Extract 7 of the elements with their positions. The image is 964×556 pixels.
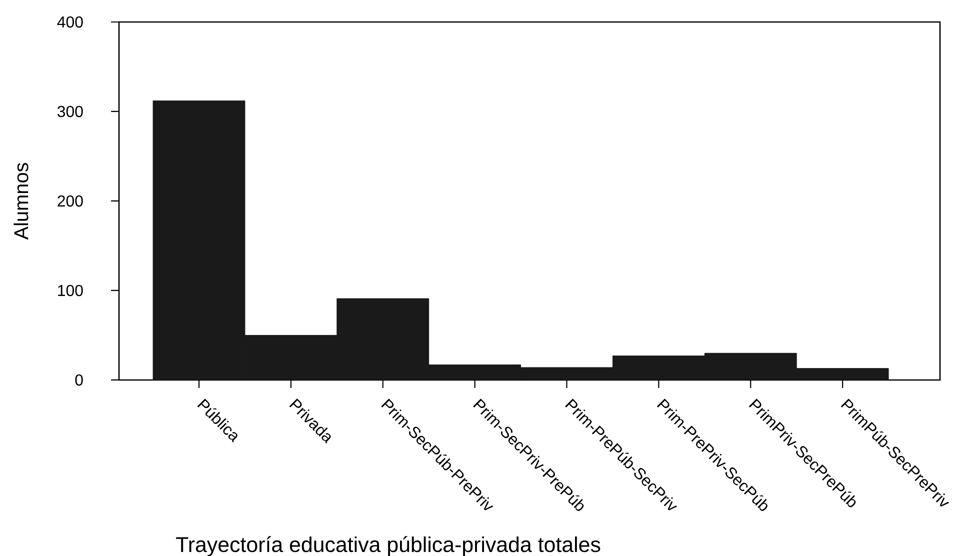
y-tick-label: 200 — [58, 195, 83, 207]
y-tick-label: 400 — [57, 16, 83, 28]
y-tick-label: 100 — [58, 284, 83, 296]
y-tick-label: 300 — [58, 106, 83, 118]
y-axis-title: Alumnos — [14, 162, 28, 240]
x-axis-title: Trayectoría educativa pública-privada totales — [176, 536, 600, 556]
y-tick-label: 0 — [75, 374, 83, 386]
